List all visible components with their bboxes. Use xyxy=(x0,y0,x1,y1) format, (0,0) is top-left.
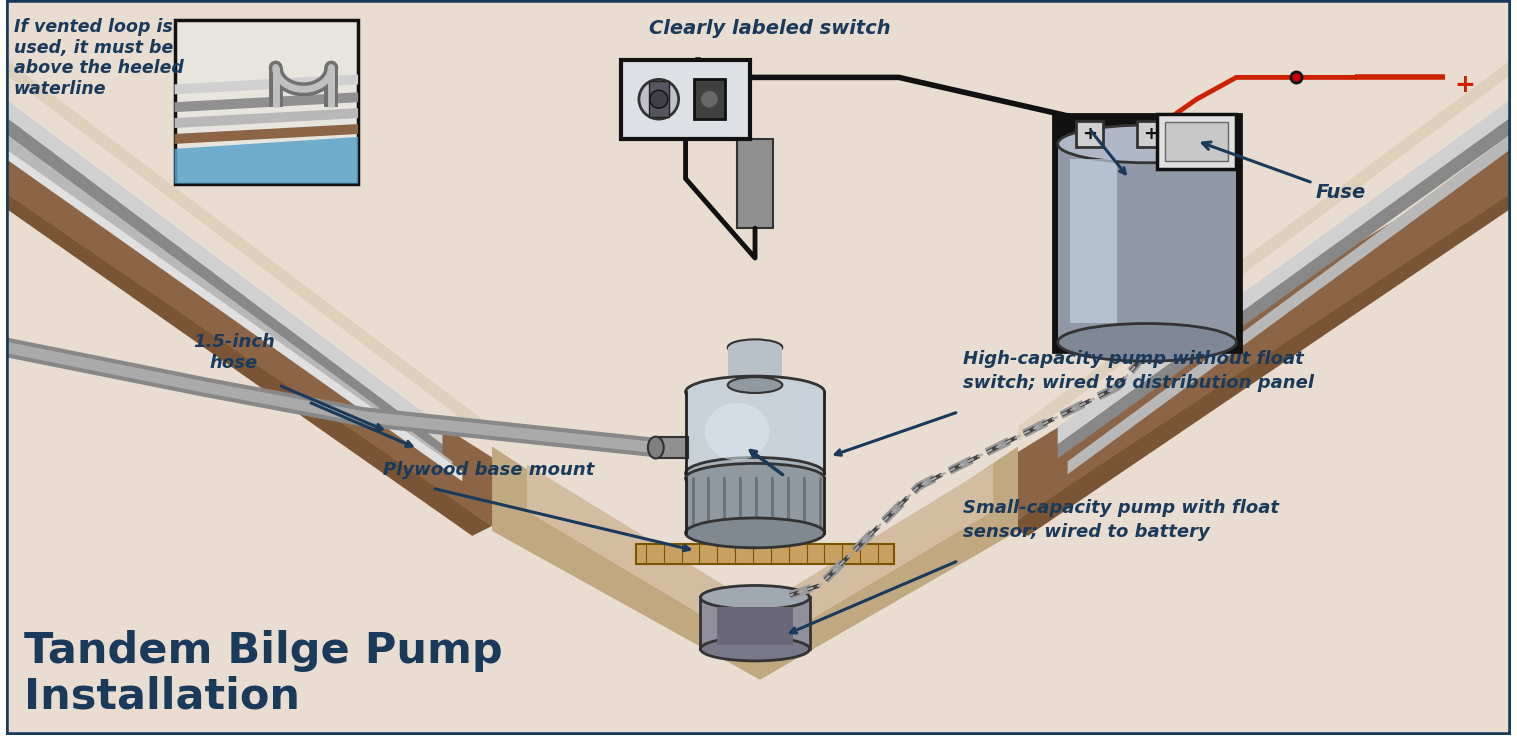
Text: 1.5-inch
hose: 1.5-inch hose xyxy=(193,333,275,372)
Polygon shape xyxy=(6,117,443,459)
Text: +: + xyxy=(1082,125,1097,143)
Circle shape xyxy=(649,90,667,108)
Text: +: + xyxy=(1144,125,1159,143)
Ellipse shape xyxy=(705,403,769,460)
Polygon shape xyxy=(174,74,358,94)
Ellipse shape xyxy=(728,377,783,393)
Bar xyxy=(1053,114,1241,352)
Bar xyxy=(1157,114,1236,169)
Polygon shape xyxy=(6,59,492,442)
Bar xyxy=(649,82,669,117)
Polygon shape xyxy=(6,99,443,445)
Bar xyxy=(728,348,781,385)
Bar xyxy=(686,392,825,473)
Polygon shape xyxy=(1057,99,1511,445)
Text: +: + xyxy=(1455,73,1476,97)
Bar xyxy=(701,597,810,649)
Polygon shape xyxy=(1009,193,1511,536)
Bar xyxy=(1138,121,1165,147)
Bar xyxy=(686,478,825,533)
Text: If vented loop is
used, it must be
above the heeled
waterline: If vented loop is used, it must be above… xyxy=(14,18,184,99)
Text: Small-capacity pump with float
sensor; wired to battery: Small-capacity pump with float sensor; w… xyxy=(963,499,1279,541)
Text: Fuse: Fuse xyxy=(1203,142,1365,202)
Text: Plywood base mount: Plywood base mount xyxy=(382,462,595,479)
Circle shape xyxy=(701,90,719,108)
Text: Tandem Bilge Pump
Installation: Tandem Bilge Pump Installation xyxy=(24,630,502,717)
Polygon shape xyxy=(174,124,358,144)
Bar xyxy=(718,608,793,645)
Ellipse shape xyxy=(1057,324,1236,361)
Ellipse shape xyxy=(701,585,810,609)
Ellipse shape xyxy=(686,457,825,489)
Polygon shape xyxy=(6,134,452,474)
Polygon shape xyxy=(6,0,1511,735)
Ellipse shape xyxy=(728,339,783,355)
Circle shape xyxy=(639,79,678,119)
Polygon shape xyxy=(6,193,492,536)
Polygon shape xyxy=(174,108,358,128)
Ellipse shape xyxy=(701,637,810,661)
Polygon shape xyxy=(526,465,994,650)
Polygon shape xyxy=(6,149,522,526)
Ellipse shape xyxy=(1057,125,1236,163)
Polygon shape xyxy=(1018,59,1511,442)
Bar xyxy=(1076,121,1103,147)
Bar xyxy=(655,436,687,459)
Ellipse shape xyxy=(686,376,825,408)
Polygon shape xyxy=(492,447,1018,679)
Ellipse shape xyxy=(686,518,825,548)
Bar xyxy=(693,79,725,119)
Text: High-capacity pump without float
switch; wired to distribution panel: High-capacity pump without float switch;… xyxy=(963,350,1314,392)
Polygon shape xyxy=(174,93,358,112)
Bar xyxy=(1057,144,1236,348)
Bar xyxy=(174,20,358,184)
Bar xyxy=(1069,159,1117,322)
Polygon shape xyxy=(636,544,894,564)
FancyBboxPatch shape xyxy=(620,59,749,139)
Bar xyxy=(737,139,772,228)
Polygon shape xyxy=(1057,117,1511,459)
Ellipse shape xyxy=(686,463,825,494)
Bar xyxy=(1165,122,1229,161)
Polygon shape xyxy=(6,149,463,482)
Polygon shape xyxy=(1068,134,1511,474)
Polygon shape xyxy=(978,149,1511,526)
Text: Clearly labeled switch: Clearly labeled switch xyxy=(649,19,890,38)
Ellipse shape xyxy=(648,436,664,459)
Polygon shape xyxy=(174,137,358,184)
